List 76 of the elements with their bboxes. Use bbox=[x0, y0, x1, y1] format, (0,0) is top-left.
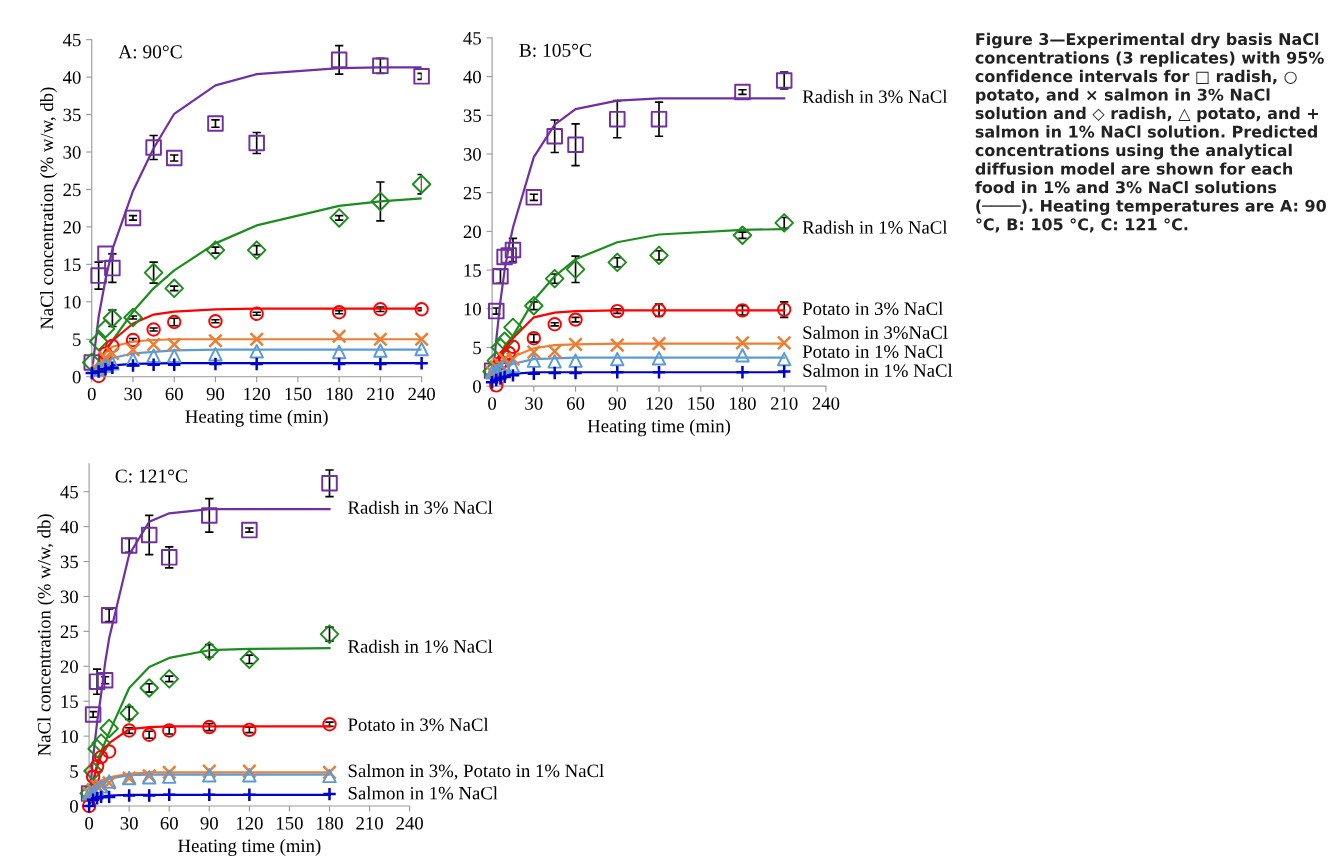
x-axis-title: Heating time (min) bbox=[185, 409, 328, 427]
y-tick-label: 5 bbox=[473, 341, 481, 355]
y-tick-label: 5 bbox=[70, 765, 78, 778]
y-tick-label: 35 bbox=[463, 109, 481, 123]
x-tick-label: 60 bbox=[566, 397, 585, 410]
x-tick-label: 210 bbox=[770, 397, 798, 410]
y-tick-label: 25 bbox=[60, 625, 78, 639]
y-tick-label: 10 bbox=[64, 295, 81, 309]
x-tick-label: 30 bbox=[525, 397, 543, 410]
x-tick-label: 90 bbox=[206, 387, 225, 401]
y-tick-label: 45 bbox=[62, 33, 81, 47]
x-tick-label: 120 bbox=[236, 816, 263, 830]
y-axis-title: NaCl concentration (% w/w, db) bbox=[40, 87, 58, 330]
series-label: Salmon in 1% NaCl bbox=[348, 786, 498, 800]
series-label: Radish in 1% NaCl bbox=[802, 220, 948, 234]
y-tick-label: 40 bbox=[62, 71, 81, 84]
chart-title: C: 121°C bbox=[115, 469, 187, 483]
x-tick-label: 180 bbox=[730, 397, 756, 410]
y-tick-label: 20 bbox=[60, 660, 78, 673]
y-tick-label: 25 bbox=[63, 183, 81, 197]
y-tick-label: 0 bbox=[72, 370, 81, 384]
x-tick-label: 180 bbox=[317, 816, 343, 830]
y-tick-label: 45 bbox=[463, 32, 481, 45]
x-tick-label: 0 bbox=[488, 397, 497, 410]
x-tick-label: 180 bbox=[326, 387, 353, 401]
x-tick-label: 240 bbox=[396, 816, 423, 830]
series-label: Radish in 3% NaCl bbox=[348, 500, 493, 514]
x-tick-label: 240 bbox=[812, 397, 840, 410]
x-axis-title: Heating time (min) bbox=[178, 838, 321, 856]
x-tick-label: 90 bbox=[200, 816, 218, 830]
y-tick-label: 0 bbox=[70, 800, 78, 813]
x-tick-label: 60 bbox=[160, 816, 178, 830]
y-tick-label: 10 bbox=[464, 302, 481, 316]
series-label: Potato in 3% NaCl bbox=[802, 301, 943, 316]
y-tick-label: 25 bbox=[463, 186, 481, 200]
series-label: Salmon in 3%NaCl bbox=[803, 325, 948, 339]
x-tick-label: 210 bbox=[356, 816, 383, 830]
x-tick-label: 90 bbox=[608, 397, 626, 410]
x-tick-label: 60 bbox=[165, 387, 183, 401]
y-tick-label: 45 bbox=[60, 485, 78, 499]
y-tick-label: 30 bbox=[63, 146, 81, 159]
x-tick-label: 120 bbox=[244, 387, 271, 401]
x-tick-label: 210 bbox=[367, 387, 394, 401]
x-tick-label: 0 bbox=[85, 816, 94, 830]
series-label: Radish in 1% NaCl bbox=[348, 639, 493, 653]
chart-title: B: 105°C bbox=[519, 43, 591, 57]
series-label: Salmon in 3%, Potato in 1% NaCl bbox=[348, 763, 604, 780]
x-tick-label: 150 bbox=[285, 387, 312, 401]
x-tick-label: 150 bbox=[277, 816, 303, 830]
x-tick-label: 30 bbox=[124, 387, 142, 401]
x-tick-label: 240 bbox=[408, 387, 435, 401]
series-label: Potato in 1% NaCl bbox=[802, 344, 943, 358]
series-label: Radish in 3% NaCl bbox=[802, 89, 948, 104]
y-tick-label: 20 bbox=[463, 225, 481, 239]
chart-title: A: 90°C bbox=[118, 45, 182, 59]
x-tick-label: 30 bbox=[120, 816, 138, 830]
y-tick-label: 30 bbox=[463, 148, 481, 161]
y-tick-label: 5 bbox=[73, 333, 81, 346]
x-tick-label: 150 bbox=[688, 397, 715, 410]
y-tick-label: 15 bbox=[61, 695, 78, 708]
y-tick-label: 10 bbox=[61, 730, 78, 743]
series-label: Salmon in 1% NaCl bbox=[803, 363, 953, 377]
y-tick-label: 35 bbox=[63, 108, 81, 122]
y-tick-label: 15 bbox=[64, 258, 81, 272]
x-axis-title: Heating time (min) bbox=[587, 419, 731, 437]
y-tick-label: 30 bbox=[60, 590, 78, 604]
x-tick-label: 0 bbox=[87, 387, 96, 401]
x-tick-label: 120 bbox=[646, 397, 673, 410]
y-tick-label: 40 bbox=[463, 70, 481, 84]
text: Figure 3—Experimental dry basis NaCl concentrations (3 replicates) with 95% confidence intervals for □ radish, ○ potato, and × salmon in 3% NaCl solution and ◇ radish, △ potato, and + salmon in 1% NaCl solution. Predicted concentrations using the analytical diffusion model are shown for each food in 1% and 3% NaCl solutions (────). Heating temperatures are A: 90 °C, B: 105 °C, C: 121 °C. bbox=[975, 32, 1326, 233]
y-tick-label: 35 bbox=[60, 555, 78, 569]
y-axis-title: NaCl concentration (% w/w, db) bbox=[37, 514, 55, 756]
series-label: Potato in 3% NaCl bbox=[348, 717, 489, 732]
y-tick-label: 20 bbox=[63, 220, 81, 234]
y-tick-label: 40 bbox=[60, 520, 78, 534]
y-tick-label: 15 bbox=[464, 264, 481, 277]
